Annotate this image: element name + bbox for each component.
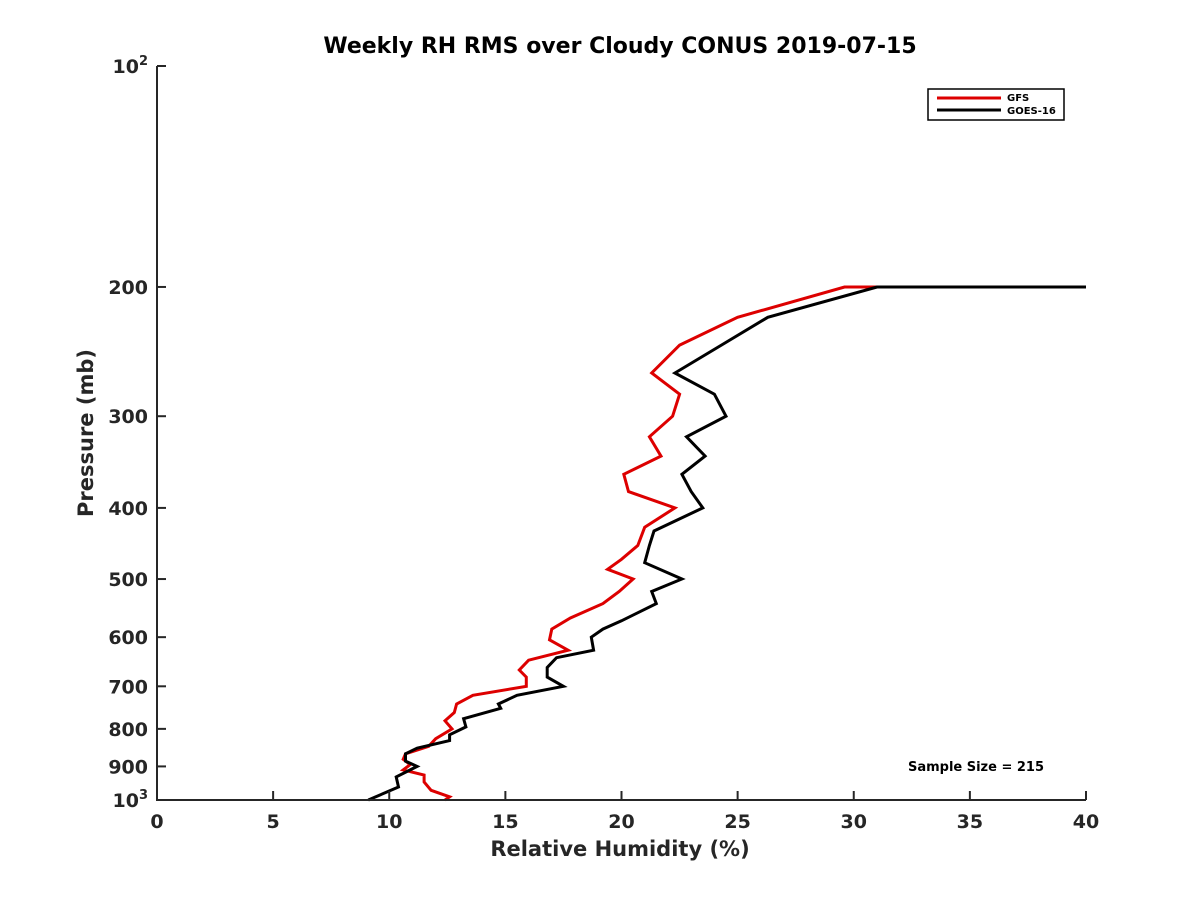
y-tick-label: 300 xyxy=(108,406,148,428)
x-tick-label: 15 xyxy=(492,811,518,833)
y-ticks: 102 200 300 400 500 600 700 800 900 103 xyxy=(108,54,166,812)
y-tick-label: 400 xyxy=(108,498,148,520)
y-tick-label: 200 xyxy=(108,277,148,299)
x-ticks: 0 5 10 15 20 25 30 35 40 xyxy=(150,791,1099,833)
x-tick-label: 5 xyxy=(267,811,280,833)
legend-box xyxy=(927,88,1065,121)
x-tick-label: 10 xyxy=(376,811,402,833)
y-tick-label: 900 xyxy=(108,756,148,778)
x-tick-label: 30 xyxy=(841,811,867,833)
y-axis-label: Pressure (mb) xyxy=(74,349,98,517)
x-tick-label: 20 xyxy=(608,811,634,833)
y-tick-label: 800 xyxy=(108,719,148,741)
y-tick-label: 700 xyxy=(108,676,148,698)
axes xyxy=(156,66,1086,801)
y-tick-label: 600 xyxy=(108,627,148,649)
series-layer xyxy=(367,285,1086,802)
y-tick-label: 102 xyxy=(113,54,149,78)
y-tick-label: 500 xyxy=(108,569,148,591)
chart-title: Weekly RH RMS over Cloudy CONUS 2019-07-… xyxy=(323,34,916,59)
y-tick-label: 103 xyxy=(113,788,149,812)
x-tick-label: 25 xyxy=(724,811,750,833)
x-tick-label: 35 xyxy=(957,811,983,833)
series-line-gfs xyxy=(399,285,1086,802)
legend-label-gfs: GFS xyxy=(1007,93,1029,104)
legend-label-goes-16: GOES-16 xyxy=(1007,106,1056,117)
series-line-goes-16 xyxy=(367,285,1086,802)
x-axis-label: Relative Humidity (%) xyxy=(490,837,749,861)
legend: GFS GOES-16 xyxy=(927,88,1065,121)
x-tick-label: 0 xyxy=(150,811,163,833)
sample-size-annotation: Sample Size = 215 xyxy=(908,760,1044,775)
x-tick-label: 40 xyxy=(1073,811,1099,833)
